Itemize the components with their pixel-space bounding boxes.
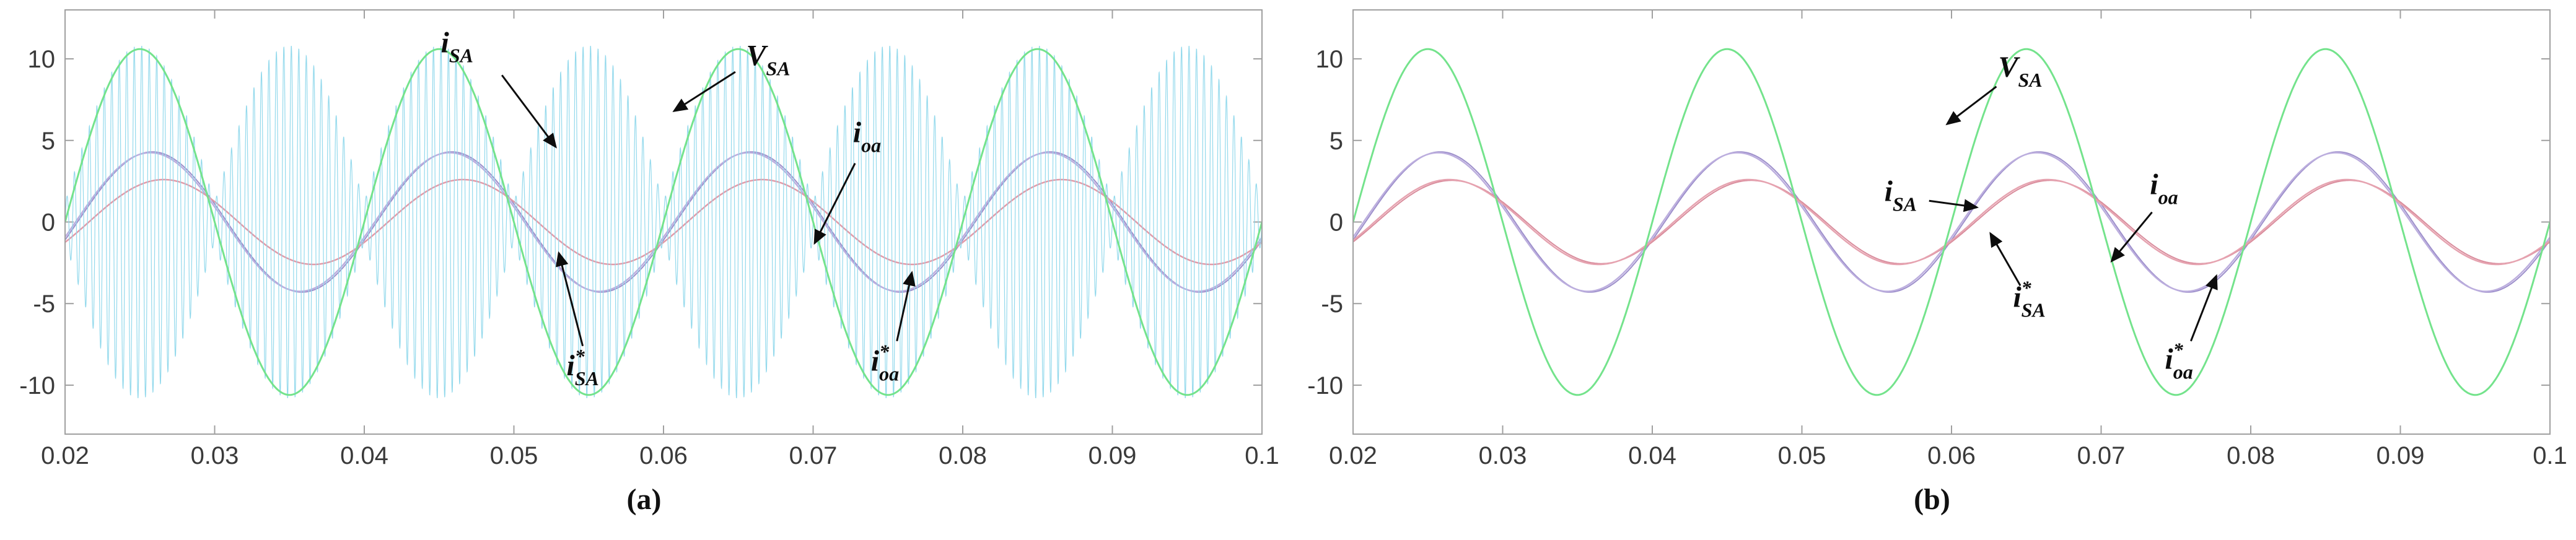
annotation-arrow <box>1929 199 1979 212</box>
annotation-arrow <box>896 271 916 342</box>
y-tick-label: 5 <box>42 128 55 155</box>
panel-a: 0.02 0.03 0.04 0.05 0.06 0.07 0.08 0.09 0.1 -10 -5… <box>0 0 1288 516</box>
annotation-label-i*_SA: i* SA <box>566 345 598 390</box>
x-tick-label: 0.06 <box>639 442 688 469</box>
y-tick-label: 10 <box>1316 46 1344 73</box>
annotation-label-i_SA: iSA <box>1885 175 1917 215</box>
annotation-label-i_SA: iSA <box>440 27 473 67</box>
axes-box <box>64 9 1263 435</box>
annotation-arrow <box>2190 274 2218 342</box>
caption-a: (a) <box>626 483 662 516</box>
series-i_SA <box>1353 178 2550 266</box>
y-tick-label: 5 <box>1330 128 1343 155</box>
axes-box <box>1352 9 2551 435</box>
y-tick-label: 10 <box>28 46 56 73</box>
x-tick-label: 0.1 <box>1245 442 1279 469</box>
annotation-arrow <box>1945 85 1997 126</box>
series-i_SA_ref <box>65 178 1262 266</box>
annotation-label-i*_oa: i* oa <box>2165 339 2193 383</box>
x-tick-label: 0.1 <box>2533 442 2567 469</box>
y-tick-label: -5 <box>1321 290 1343 318</box>
y-tick-label: 0 <box>42 209 55 237</box>
x-tick-label: 0.03 <box>191 442 239 469</box>
annotation-arrow <box>1989 232 2022 286</box>
annotation-label-V_SA: VSA <box>746 40 790 80</box>
figure: 0.02 0.03 0.04 0.05 0.06 0.07 0.08 0.09 0.1 -10 -5… <box>0 0 2576 516</box>
y-tick-label: -5 <box>33 290 55 318</box>
waveform-chart-a: 0.02 0.03 0.04 0.05 0.06 0.07 0.08 0.09 0.1 -10 -5… <box>19 9 1279 469</box>
caption-b: (b) <box>1914 483 1950 516</box>
annotation-label-i*_oa: i* oa <box>871 340 899 385</box>
x-tick-label: 0.04 <box>1628 442 1676 469</box>
annotation-arrow <box>2110 211 2153 263</box>
panel-b: 0.02 0.03 0.04 0.05 0.06 0.07 0.08 0.09 0.1 -10 -5… <box>1288 0 2576 516</box>
x-tick-label: 0.09 <box>1089 442 1137 469</box>
x-tick-label: 0.07 <box>2077 442 2126 469</box>
x-tick-label: 0.02 <box>1329 442 1377 469</box>
series-i_oa <box>65 152 1262 292</box>
x-tick-label: 0.08 <box>2227 442 2275 469</box>
waveform-chart-b: 0.02 0.03 0.04 0.05 0.06 0.07 0.08 0.09 0.1 -10 -5… <box>1307 9 2567 469</box>
annotation-arrow <box>556 251 584 347</box>
x-tick-label: 0.06 <box>1927 442 1976 469</box>
series-V_SA <box>1353 48 2550 396</box>
x-tick-label: 0.09 <box>2377 442 2425 469</box>
annotation-arrow <box>813 162 856 245</box>
annotation-label-V_SA: VSA <box>1999 51 2043 91</box>
annotation-arrow <box>672 71 736 112</box>
x-tick-label: 0.07 <box>789 442 838 469</box>
x-tick-label: 0.02 <box>41 442 89 469</box>
series-V_SA <box>65 48 1262 396</box>
annotation-label-i_oa: ioa <box>2150 168 2178 209</box>
x-tick-label: 0.04 <box>340 442 388 469</box>
series-i_oa_ref <box>65 151 1262 293</box>
series-i_oa <box>1353 152 2550 292</box>
annotation-label-i*_SA: i* SA <box>2013 277 2045 321</box>
annotation-arrow <box>501 74 557 149</box>
x-tick-label: 0.05 <box>1778 442 1826 469</box>
x-tick-label: 0.03 <box>1479 442 1527 469</box>
x-tick-label: 0.05 <box>490 442 538 469</box>
y-tick-label: -10 <box>19 372 55 399</box>
y-tick-label: -10 <box>1307 372 1343 399</box>
y-tick-label: 0 <box>1330 209 1343 237</box>
annotation-label-i_oa: ioa <box>853 116 881 156</box>
x-tick-label: 0.08 <box>939 442 987 469</box>
